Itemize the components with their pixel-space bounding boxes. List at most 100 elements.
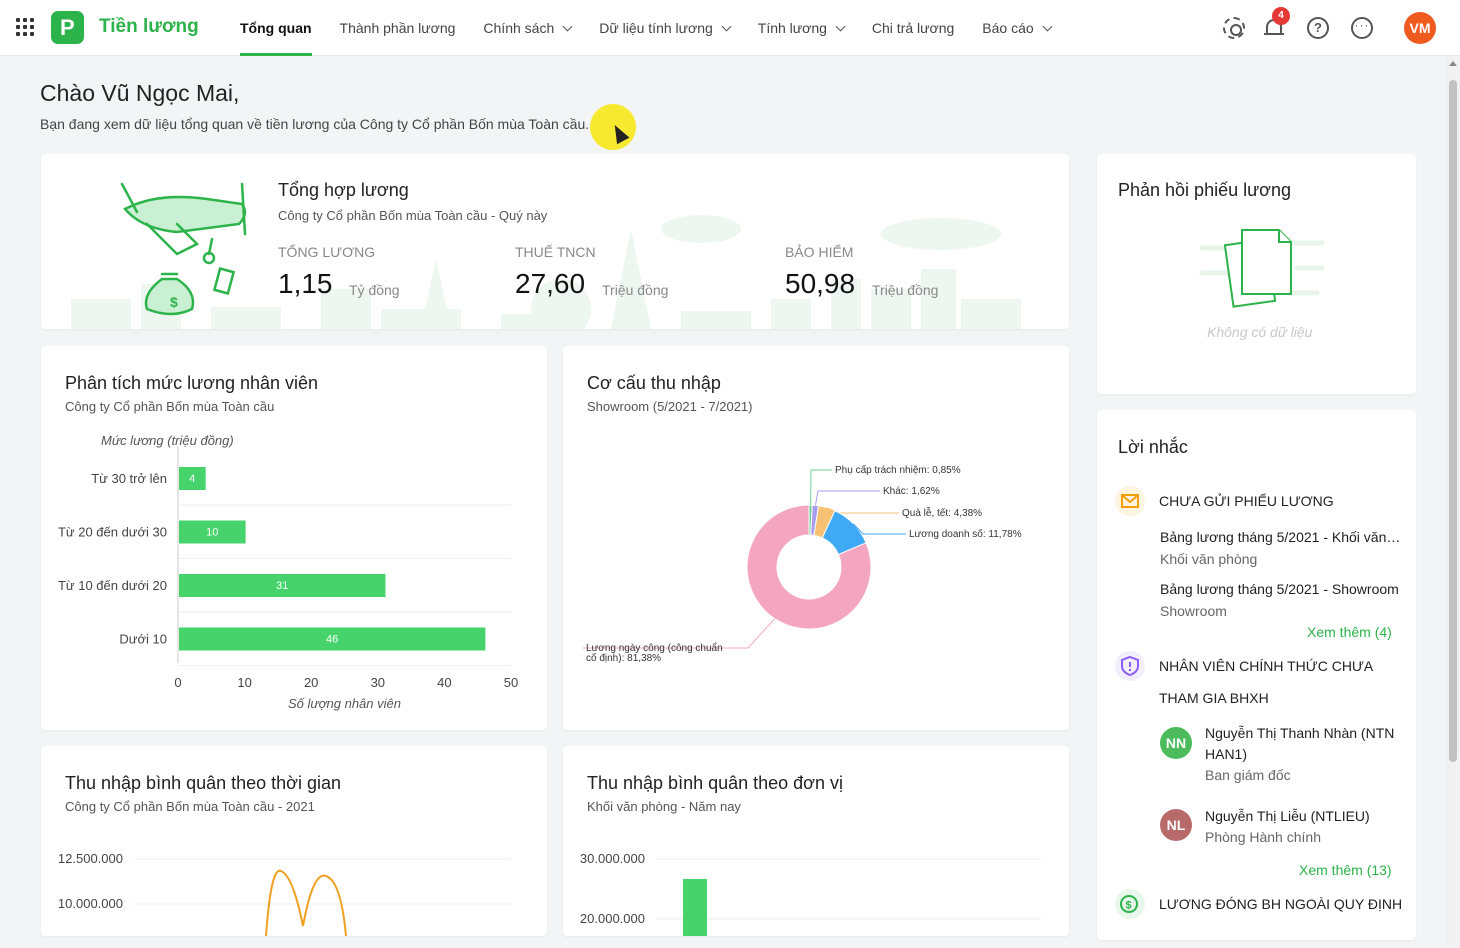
y-tick-label: 20.000.000	[580, 911, 645, 926]
avg-income-line-chart: 12.500.000 10.000.000	[58, 851, 511, 936]
bar	[179, 627, 486, 651]
avg-income-unit-subtitle: Khối văn phòng - Năm nay	[587, 799, 741, 814]
chevron-down-icon	[1042, 21, 1053, 31]
nav-item-label: Dữ liệu tính lương	[599, 20, 713, 36]
scroll-up-arrow-icon[interactable]	[1449, 61, 1457, 66]
svg-text:$: $	[170, 294, 178, 310]
salary-analysis-subtitle: Công ty Cổ phần Bốn mùa Toàn cầu	[65, 399, 275, 414]
svg-text:$: $	[1126, 900, 1132, 912]
nav-item-label: Thành phần lương	[339, 20, 456, 36]
stat-insurance-value: 50,98	[785, 268, 856, 299]
y-axis-label: Mức lương (triệu đồng)	[101, 433, 234, 448]
nav-item-5[interactable]: Chi trả lương	[858, 0, 968, 56]
nav-item-3[interactable]: Dữ liệu tính lương	[585, 0, 744, 56]
category-label: Dưới 10	[119, 632, 167, 647]
stat-total-salary-label: Tổng lương	[278, 244, 376, 260]
employee-name[interactable]: Nguyễn Thị Liễu (NTLIEU)	[1205, 808, 1370, 824]
stat-pit-label: Thuế TNCN	[515, 244, 596, 260]
employee-department: Ban giám đốc	[1205, 767, 1291, 783]
salary-analysis-title: Phân tích mức lương nhân viên	[65, 373, 319, 393]
chevron-down-icon	[835, 21, 846, 31]
income-structure-subtitle: Showroom (5/2021 - 7/2021)	[587, 399, 753, 414]
scrollbar-thumb[interactable]	[1449, 80, 1457, 762]
employee-department: Phòng Hành chính	[1205, 829, 1321, 845]
feedback-title: Phản hồi phiếu lương	[1118, 180, 1291, 200]
slice-label: Lương doanh số: 11,78%	[909, 528, 1022, 540]
bar-value-label: 10	[206, 527, 218, 539]
income-donut-chart: Phụ cấp trách nhiệm: 0,85% Khác: 1,62% Quà…	[583, 464, 1022, 664]
settings-gear-icon[interactable]	[1223, 17, 1245, 39]
bar	[179, 574, 386, 597]
cursor-highlight	[590, 104, 636, 150]
category-label: Từ 10 đến dưới 20	[58, 578, 167, 593]
feedback-empty-text: Không có dữ liệu	[1207, 324, 1313, 340]
nav-item-label: Tổng quan	[240, 20, 312, 36]
user-avatar[interactable]: VM	[1404, 12, 1436, 44]
plane-money-illustration: $	[120, 182, 247, 316]
main-nav: Tổng quan Thành phần lương Chính sách Dữ li…	[226, 0, 1065, 56]
app-title[interactable]: Tiền lương	[99, 16, 199, 37]
help-icon[interactable]: ?	[1307, 17, 1329, 39]
reminder-no-insurance-heading-cont: THAM GIA BHXH	[1159, 690, 1269, 706]
summary-title: Tổng hợp lương	[278, 180, 409, 200]
slice-label: cố định): 81,38%	[586, 652, 661, 664]
see-more-payslip-link[interactable]: Xem thêm (4)	[1307, 624, 1392, 640]
stat-total-salary-unit: Tỷ đồng	[349, 282, 400, 298]
page-scrollbar[interactable]	[1446, 56, 1460, 948]
chevron-down-icon	[721, 21, 732, 31]
salary-summary-card: $ Tổng hợp lương Công ty Cổ phần Bốn mùa…	[41, 154, 1069, 329]
slice-label: Lương ngày công (công chuẩn	[586, 642, 723, 654]
bar-value-label: 46	[326, 634, 338, 646]
x-tick-label: 30	[371, 675, 385, 690]
nav-item-2[interactable]: Chính sách	[469, 0, 585, 56]
summary-subtitle: Công ty Cổ phần Bốn mùa Toàn cầu - Quý n…	[278, 208, 548, 223]
chevron-down-icon	[562, 21, 573, 31]
stat-pit-value: 27,60	[515, 268, 586, 299]
nav-item-1[interactable]: Thành phần lương	[326, 0, 470, 56]
nav-item-label: Chính sách	[483, 20, 555, 36]
x-tick-label: 10	[237, 675, 251, 690]
income-structure-title: Cơ cấu thu nhập	[587, 373, 721, 393]
stat-pit-unit: Triệu đồng	[602, 282, 669, 298]
empty-document-icon	[1199, 229, 1325, 308]
nav-item-6[interactable]: Báo cáo	[968, 0, 1064, 56]
slice-label: Quà lễ, tết: 4,38%	[902, 506, 982, 519]
employee-name-cont[interactable]: HAN1)	[1205, 746, 1248, 762]
category-label: Từ 30 trở lên	[91, 471, 167, 486]
unit-bar	[683, 879, 707, 936]
nav-item-0[interactable]: Tổng quan	[226, 0, 326, 56]
payslip-feedback-card: Phản hồi phiếu lương Không có dữ liệu	[1097, 154, 1416, 394]
category-label: Từ 20 đến dưới 30	[58, 525, 167, 540]
x-tick-label: 40	[437, 675, 451, 690]
reminders-title: Lời nhắc	[1118, 437, 1188, 457]
avg-income-time-subtitle: Công ty Cổ phần Bốn mùa Toàn cầu - 2021	[65, 799, 315, 814]
salary-bar-chart: Mức lương (triệu đồng) Từ 30 trở lên 4 Từ 2…	[58, 433, 518, 711]
slice-leader-line	[853, 523, 906, 535]
app-logo[interactable]: P	[51, 11, 84, 44]
reminder-payslip-item-sub: Showroom	[1160, 603, 1227, 619]
employee-avatar: NL	[1160, 809, 1192, 841]
x-tick-label: 0	[174, 675, 181, 690]
app-grid-icon[interactable]	[16, 18, 34, 36]
avg-income-unit-title: Thu nhập bình quân theo đơn vị	[587, 773, 843, 793]
notification-count-badge: 4	[1272, 7, 1290, 25]
nav-item-label: Tính lương	[757, 20, 827, 36]
bar-value-label: 4	[189, 473, 195, 485]
avg-income-unit-card: Thu nhập bình quân theo đơn vị Khối văn …	[563, 746, 1069, 936]
x-axis-label: Số lượng nhân viên	[288, 696, 401, 711]
greeting-title: Chào Vũ Ngọc Mai,	[40, 80, 240, 106]
reminder-payslip-item-title[interactable]: Bảng lương tháng 5/2021 - Showroom	[1160, 581, 1399, 597]
reminder-unsent-payslip-heading: CHƯA GỬI PHIẾU LƯƠNG	[1159, 493, 1334, 509]
bar-value-label: 31	[276, 580, 288, 592]
employee-avatar: NN	[1160, 727, 1192, 759]
nav-item-4[interactable]: Tính lương	[744, 0, 858, 56]
shield-warning-icon	[1115, 651, 1145, 681]
nav-item-label: Chi trả lương	[871, 20, 955, 36]
income-structure-card: Cơ cấu thu nhập Showroom (5/2021 - 7/202…	[563, 346, 1069, 730]
more-options-icon[interactable]: ···	[1351, 17, 1373, 39]
nav-item-label: Báo cáo	[982, 20, 1034, 36]
employee-name[interactable]: Nguyễn Thị Thanh Nhàn (NTN	[1205, 725, 1395, 741]
see-more-employees-link[interactable]: Xem thêm (13)	[1299, 862, 1392, 878]
bar	[179, 467, 206, 490]
reminder-payslip-item-title[interactable]: Bảng lương tháng 5/2021 - Khối văn phòng	[1160, 529, 1402, 545]
